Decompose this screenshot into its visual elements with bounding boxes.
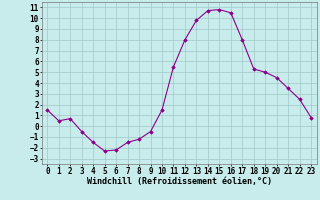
X-axis label: Windchill (Refroidissement éolien,°C): Windchill (Refroidissement éolien,°C) [87,177,272,186]
